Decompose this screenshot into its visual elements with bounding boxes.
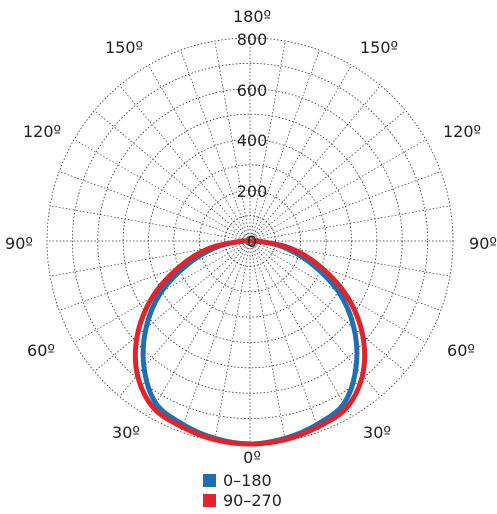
angle-label-right-150: 150º (360, 38, 398, 57)
grid-spoke (119, 240, 251, 397)
grid-circle (71, 62, 429, 420)
grid-spoke (249, 85, 381, 242)
grid-spoke (214, 41, 251, 242)
legend-label: 0–180 (223, 470, 272, 490)
angle-label-left-30: 30º (112, 423, 140, 442)
grid-circle (173, 164, 327, 318)
legend-swatch-red (203, 493, 216, 507)
legend: 0–180 90–270 (203, 470, 282, 510)
angle-label-left-120: 120º (23, 122, 61, 141)
grid-circle (198, 189, 302, 293)
grid-circle (97, 88, 403, 394)
series-curves (132, 238, 368, 447)
grid-spoke (94, 240, 251, 372)
legend-item-90-270: 90–270 (203, 490, 282, 510)
grid-spoke (74, 139, 251, 242)
radial-tick-600: 600 (237, 81, 268, 100)
grid-spoke (148, 240, 251, 417)
grid-spoke (148, 65, 251, 242)
legend-label: 90–270 (223, 490, 282, 510)
grid-spoke (249, 240, 320, 432)
grid-spoke (180, 240, 251, 432)
legend-item-0-180: 0–180 (203, 470, 282, 490)
grid-spoke (249, 240, 426, 343)
radial-tick-400: 400 (237, 131, 268, 150)
angle-label-right-120: 120º (443, 122, 481, 141)
grid-spoke (94, 110, 251, 242)
grid-spoke (249, 65, 352, 242)
grid-spoke (249, 205, 450, 242)
series-curve-90-270 (132, 238, 368, 447)
polar-grid (46, 37, 454, 445)
grid-spoke (249, 139, 426, 242)
angle-label-right-60: 60º (447, 341, 475, 360)
grid-spoke (249, 50, 320, 242)
grid-spoke (249, 240, 450, 277)
grid-spoke (249, 41, 286, 242)
angle-label-right-30: 30º (363, 423, 391, 442)
grid-spoke (249, 110, 406, 242)
radial-tick-800: 800 (237, 30, 268, 49)
grid-spoke (249, 240, 286, 441)
grid-spoke (249, 240, 406, 372)
grid-spoke (50, 205, 251, 242)
grid-spoke (249, 240, 381, 397)
radial-tick-200: 200 (237, 182, 268, 201)
grid-spoke (59, 171, 251, 242)
angle-label-right-90: 90º (469, 234, 497, 253)
angle-label-0: 0º (243, 448, 261, 467)
grid-spoke (50, 240, 251, 277)
grid-spoke (249, 171, 441, 242)
grid-spoke (59, 240, 251, 311)
grid-spoke (214, 240, 251, 441)
grid-spoke (249, 240, 441, 311)
angle-label-left-90: 90º (5, 234, 33, 253)
grid-spoke (249, 240, 352, 417)
angle-label-180: 180º (233, 7, 271, 26)
grid-spoke (74, 240, 251, 343)
radial-tick-0: 0 (247, 232, 257, 251)
grid-spoke (119, 85, 251, 242)
angle-label-left-150: 150º (105, 38, 143, 57)
angle-label-left-60: 60º (27, 341, 55, 360)
grid-spoke (180, 50, 251, 242)
legend-swatch-blue (203, 473, 216, 487)
